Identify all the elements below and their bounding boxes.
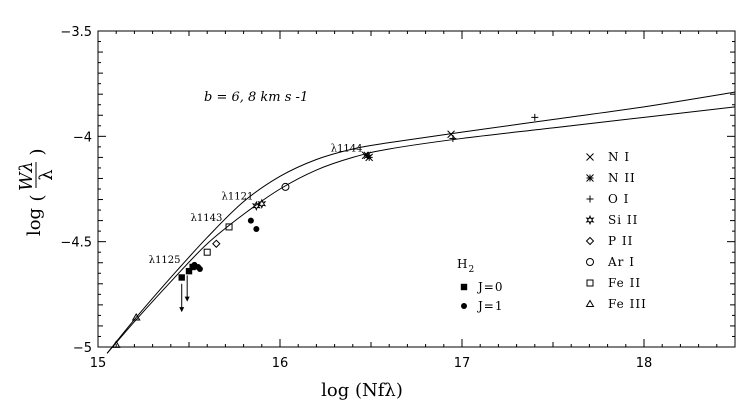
data-point-star: [257, 198, 267, 209]
data-point-plus: [449, 134, 457, 142]
marker-shape: [212, 239, 221, 248]
legend-marker-filled-circle: [461, 303, 467, 309]
marker-stroke: [447, 130, 455, 139]
data-markers: [111, 113, 539, 348]
marker-shape: [585, 214, 595, 226]
x-axis-title: log (Nfλ): [321, 380, 403, 401]
growth-curve-b8: [106, 91, 736, 354]
data-point-square: [225, 223, 233, 231]
data-point-filled-circle: [253, 226, 260, 233]
h2-legend: H2 J=0 J=1: [457, 257, 504, 313]
data-point-x: [447, 130, 455, 139]
marker-shape: [131, 313, 141, 321]
legend-marker-star: [585, 214, 595, 226]
marker-shape: [257, 198, 267, 209]
y-axis-close-paren: ): [27, 148, 48, 155]
legend-marker-diamond: [585, 236, 595, 246]
marker-shape: [203, 248, 211, 256]
data-point-square: [203, 248, 211, 256]
growth-curves: [106, 91, 736, 354]
legend-label: N I: [608, 150, 630, 164]
marker-shape: [247, 217, 254, 224]
x-tick-label: 15: [90, 356, 107, 371]
legend-label: P II: [608, 234, 633, 248]
x-tick-label: 17: [454, 356, 471, 371]
legend-label: O I: [608, 192, 629, 206]
marker-stroke: [586, 153, 594, 161]
data-point-circle: [281, 182, 290, 191]
x-tick-label: 18: [636, 356, 653, 371]
marker-shape: [460, 283, 468, 291]
marker-shape: [586, 258, 594, 266]
line-labels: λ1144 λ1121 λ1143 λ1125: [149, 143, 363, 266]
line-label: λ1125: [149, 255, 181, 266]
legend-marker-triangle: [585, 299, 595, 307]
data-point-triangle: [131, 313, 141, 321]
marker-shape: [585, 299, 595, 307]
legend-label: Si II: [608, 213, 638, 227]
y-axis-open-paren: (: [27, 194, 48, 201]
species-legend: N I N II O I Si II P II Ar I Fe II Fe III: [585, 150, 647, 311]
upper-limit-head: [184, 296, 190, 302]
legend-marker-x: [586, 153, 594, 161]
x-axis: 15 16 17 18: [90, 31, 736, 371]
legend-marker-plus: [586, 195, 594, 203]
data-point-diamond: [212, 239, 221, 248]
marker-shape: [185, 267, 193, 275]
data-point-filled-circle: [247, 217, 254, 224]
upper-limit-head: [179, 307, 185, 313]
marker-shape: [461, 303, 467, 309]
marker-shape: [586, 279, 594, 287]
data-point-triangle: [111, 340, 121, 348]
data-point-plus: [531, 113, 539, 121]
upper-limit-arrows: [179, 275, 190, 313]
h2-legend-title: H2: [457, 257, 475, 275]
legend-label: N II: [608, 171, 636, 185]
legend-label: Fe III: [608, 297, 647, 311]
y-axis-title: log ( Wλ λ ): [16, 148, 57, 236]
line-label: λ1143: [191, 213, 223, 224]
marker-shape: [225, 223, 233, 231]
y-axis-title-denominator: λ: [36, 169, 57, 180]
y-tick-label: −5: [73, 341, 92, 356]
y-axis-title-prefix: log: [24, 208, 45, 236]
data-point-filled-circle: [196, 266, 203, 273]
marker-shape: [281, 182, 290, 191]
x-tick-label: 16: [272, 356, 289, 371]
growth-curve-b6: [106, 106, 736, 354]
data-point-filled-square: [185, 267, 193, 275]
y-axis: −5 −4.5 −4 −3.5: [60, 25, 735, 356]
y-tick-label: −4.5: [60, 236, 92, 251]
data-point-asterisk: [365, 153, 374, 162]
legend-marker-square: [586, 279, 594, 287]
legend-marker-circle: [586, 258, 594, 266]
legend-label: Fe II: [608, 276, 641, 290]
marker-shape: [178, 274, 185, 281]
y-tick-label: −3.5: [60, 25, 92, 40]
marker-shape: [196, 266, 203, 273]
marker-shape: [253, 226, 260, 233]
line-label: λ1144: [331, 143, 363, 154]
y-tick-label: −4: [73, 130, 92, 145]
legend-label: Ar I: [607, 255, 635, 269]
legend-marker-asterisk: [586, 174, 594, 182]
line-label: λ1121: [222, 192, 254, 203]
data-point-filled-square: [178, 274, 185, 281]
marker-shape: [111, 340, 121, 348]
doppler-parameter-note: b = 6, 8 km s -1: [204, 90, 308, 105]
legend-label: J=1: [476, 299, 504, 313]
marker-shape: [585, 236, 595, 246]
y-axis-title-numerator: Wλ: [16, 161, 37, 191]
legend-label: J=0: [476, 280, 504, 294]
legend-marker-filled-square: [460, 283, 468, 291]
